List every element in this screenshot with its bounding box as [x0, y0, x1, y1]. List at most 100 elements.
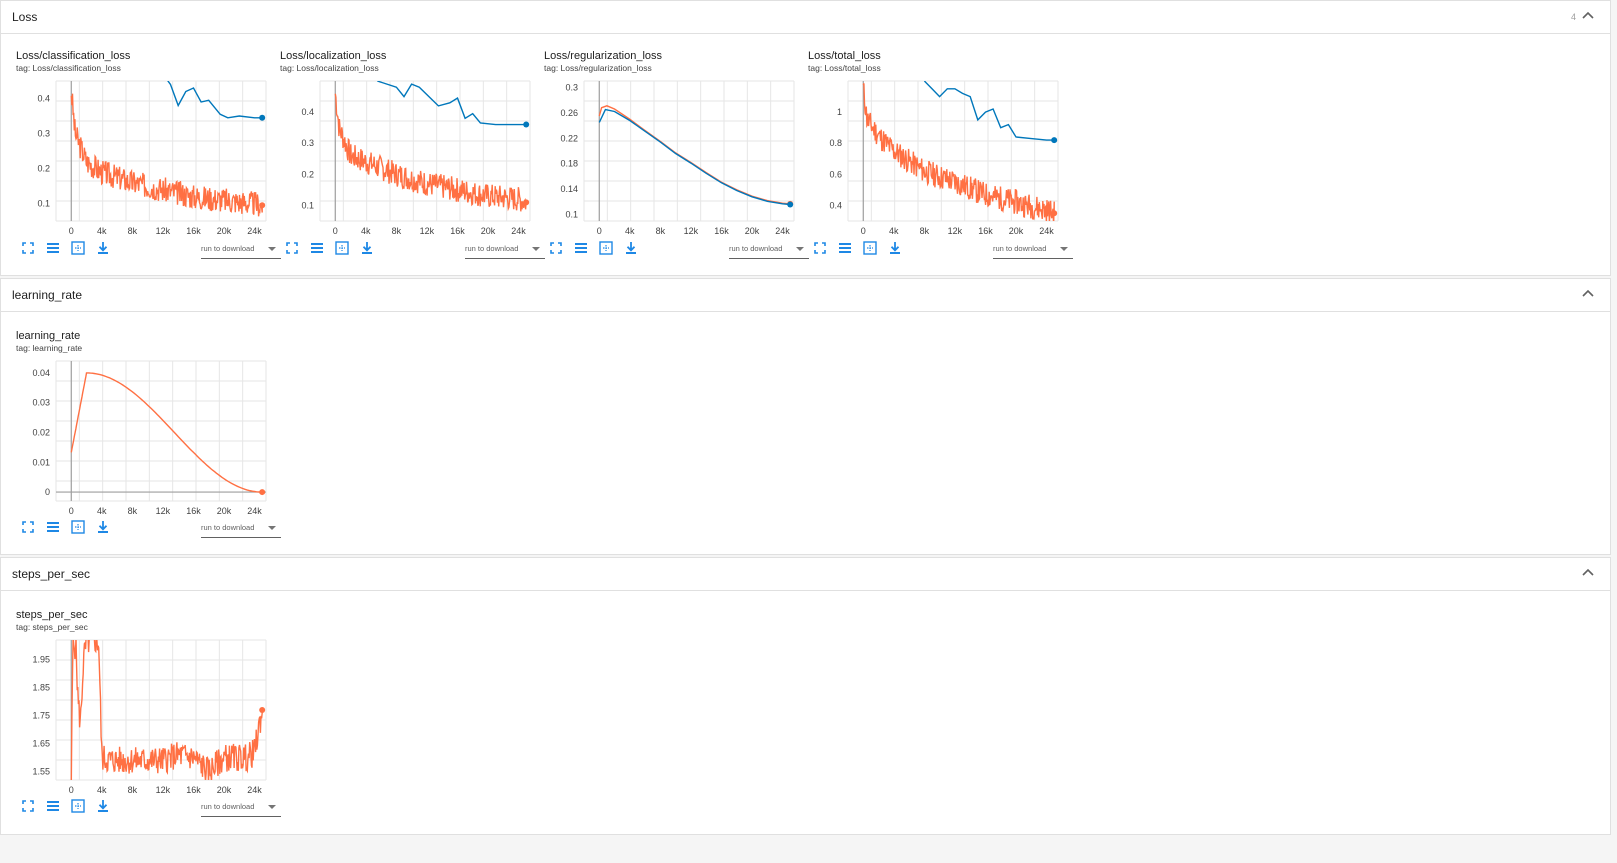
x-tick-label: 16k — [714, 226, 729, 236]
x-tick-label: 0 — [597, 226, 602, 236]
section-header-steps-per-sec[interactable]: steps_per_sec — [0, 557, 1611, 591]
x-tick-label: 8k — [128, 226, 138, 236]
fullscreen-icon[interactable] — [20, 519, 36, 535]
section-header-loss[interactable]: Loss 4 — [0, 0, 1611, 34]
data-list-icon[interactable] — [45, 798, 61, 814]
chart-title: learning_rate — [16, 330, 81, 342]
y-tick-label: 0.04 — [32, 368, 50, 378]
dropdown-arrow-icon — [796, 247, 804, 251]
fullscreen-icon[interactable] — [20, 798, 36, 814]
chart-toolbar: run to download — [16, 519, 281, 545]
y-tick-label: 0.2 — [37, 164, 50, 174]
line-chart[interactable]: 0 4k 8k 12k 16k 20k 24k 0.1 0.2 0.3 0.4 — [280, 76, 538, 236]
x-tick-label: 0 — [861, 226, 866, 236]
fit-domain-icon[interactable] — [862, 240, 878, 256]
x-tick-label: 8k — [656, 226, 666, 236]
fit-domain-icon[interactable] — [334, 240, 350, 256]
x-tick-label: 8k — [392, 226, 402, 236]
section-title: Loss — [12, 10, 38, 24]
x-tick-label: 24k — [247, 785, 262, 795]
x-tick-label: 0 — [69, 226, 74, 236]
x-tick-label: 4k — [97, 785, 107, 795]
x-tick-label: 0 — [333, 226, 338, 236]
fullscreen-icon[interactable] — [284, 240, 300, 256]
x-tick-label: 12k — [156, 785, 171, 795]
fit-domain-icon[interactable] — [70, 240, 86, 256]
chart-card-total-loss: Loss/total_loss tag: Loss/total_loss 0 4k… — [808, 50, 1073, 270]
data-list-icon[interactable] — [573, 240, 589, 256]
chart-tag: tag: Loss/regularization_loss — [544, 63, 652, 73]
series-end-point — [259, 707, 266, 713]
data-list-icon[interactable] — [837, 240, 853, 256]
series-line-orange — [70, 93, 263, 217]
line-chart[interactable]: 0 4k 8k 12k 16k 20k 24k 0.4 0.6 0.8 1 — [808, 76, 1066, 236]
data-list-icon[interactable] — [45, 519, 61, 535]
x-tick-label: 20k — [481, 226, 496, 236]
y-tick-label: 0.6 — [829, 169, 842, 179]
download-icon[interactable] — [887, 240, 903, 256]
section-header-learning-rate[interactable]: learning_rate — [0, 278, 1611, 312]
chevron-up-icon[interactable] — [1580, 565, 1596, 581]
run-to-download-select[interactable]: run to download — [201, 800, 281, 817]
line-chart[interactable]: 0 4k 8k 12k 16k 20k 24k 0.1 0.2 0.3 0.4 — [16, 76, 274, 236]
section-body-steps-per-sec — [0, 591, 1611, 835]
series-line-blue — [923, 81, 1055, 141]
download-icon[interactable] — [359, 240, 375, 256]
series-line-blue — [598, 108, 791, 206]
series-line-orange — [334, 93, 527, 212]
x-tick-label: 16k — [450, 226, 465, 236]
run-to-download-select[interactable]: run to download — [729, 242, 809, 259]
fullscreen-icon[interactable] — [812, 240, 828, 256]
series-line-orange — [70, 640, 263, 780]
x-tick-label: 8k — [128, 506, 138, 516]
run-to-download-select[interactable]: run to download — [201, 521, 281, 538]
download-icon[interactable] — [95, 798, 111, 814]
download-icon[interactable] — [95, 240, 111, 256]
fit-domain-icon[interactable] — [70, 519, 86, 535]
x-tick-label: 12k — [156, 226, 171, 236]
download-icon[interactable] — [95, 519, 111, 535]
chart-tag: tag: Loss/total_loss — [808, 63, 881, 73]
y-tick-label: 1.95 — [32, 655, 50, 665]
y-tick-label: 1.55 — [32, 767, 50, 777]
x-tick-label: 12k — [684, 226, 699, 236]
run-to-download-select[interactable]: run to download — [465, 242, 545, 259]
x-tick-label: 24k — [775, 226, 790, 236]
x-tick-label: 8k — [920, 226, 930, 236]
fit-domain-icon[interactable] — [598, 240, 614, 256]
y-tick-label: 0.3 — [565, 82, 578, 92]
chart-tag: tag: steps_per_sec — [16, 622, 88, 632]
line-chart[interactable]: 0 4k 8k 12k 16k 20k 24k 1.55 1.65 1.75 1.85 1.95 — [16, 635, 274, 795]
dropdown-arrow-icon — [268, 247, 276, 251]
run-to-download-select[interactable]: run to download — [201, 242, 281, 259]
chart-title: steps_per_sec — [16, 609, 88, 621]
section-body-loss — [0, 34, 1611, 276]
y-tick-label: 0.26 — [560, 108, 578, 118]
fullscreen-icon[interactable] — [548, 240, 564, 256]
fullscreen-icon[interactable] — [20, 240, 36, 256]
fit-domain-icon[interactable] — [70, 798, 86, 814]
chevron-up-icon[interactable] — [1580, 8, 1596, 24]
chart-title: Loss/classification_loss — [16, 50, 131, 62]
y-tick-label: 1.85 — [32, 683, 50, 693]
chart-card-steps-per-sec: steps_per_sec tag: steps_per_sec 0 4k 8k 12… — [16, 609, 281, 829]
x-tick-label: 24k — [511, 226, 526, 236]
y-tick-label: 0.1 — [37, 199, 50, 209]
chart-card-classification-loss: Loss/classification_loss tag: Loss/class… — [16, 50, 281, 270]
series-end-point — [259, 114, 266, 121]
download-icon[interactable] — [623, 240, 639, 256]
y-tick-label: 0.3 — [37, 129, 50, 139]
line-chart[interactable]: 0 4k 8k 12k 16k 20k 24k 0 0.01 0.02 0.03 0.04 — [16, 356, 274, 516]
x-tick-label: 16k — [186, 226, 201, 236]
run-to-download-select[interactable]: run to download — [993, 242, 1073, 259]
data-list-icon[interactable] — [309, 240, 325, 256]
chart-toolbar: run to download — [16, 240, 281, 266]
data-list-icon[interactable] — [45, 240, 61, 256]
chart-tag: tag: learning_rate — [16, 343, 83, 353]
chart-toolbar: run to download — [280, 240, 545, 266]
chart-tag: tag: Loss/classification_loss — [16, 63, 121, 73]
select-label: run to download — [201, 244, 255, 253]
chevron-up-icon[interactable] — [1580, 286, 1596, 302]
line-chart[interactable]: 0 4k 8k 12k 16k 20k 24k 0.1 0.14 0.18 0.22 0.26 0.3 — [544, 76, 802, 236]
section-title: learning_rate — [12, 288, 83, 302]
